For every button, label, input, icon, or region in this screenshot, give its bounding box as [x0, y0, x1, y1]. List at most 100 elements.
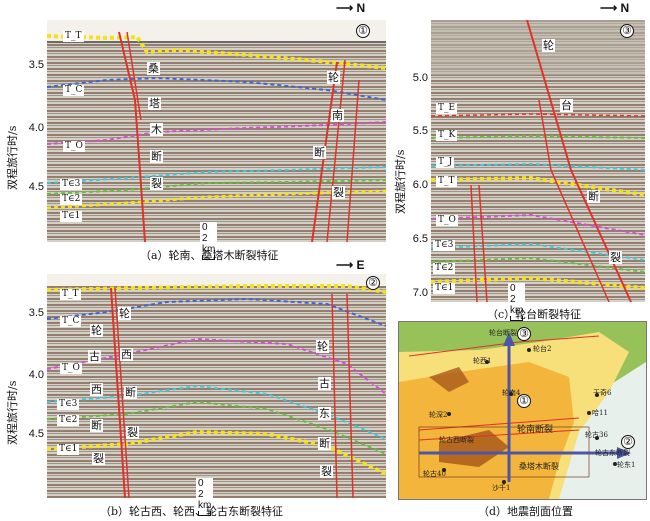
panel-b-fault-lungudong [331, 293, 338, 498]
panel-d-section-label: ③ [517, 327, 531, 341]
panel-a-seismic-svg [47, 20, 386, 242]
panel-b-fault-label: 西 [90, 383, 103, 396]
panel-c-scale-bar: 0 2 km [508, 283, 526, 321]
panel-b-horizon-tc [47, 297, 386, 327]
panel-c-tick: 6.0 [412, 179, 428, 191]
panel-d-well-label: 轮东1 [617, 461, 636, 469]
panel-a-scale-text: 0 2 km [202, 222, 216, 255]
panel-d-location-map: 轮台2 轮西1 轮南4 于奇6 哈11 轮深2 轮古36 轮古40 轮东1 沙千… [398, 321, 647, 500]
panel-b-fault-lungudong-branch [346, 293, 354, 498]
panel-a-tick: 3.5 [28, 59, 44, 71]
panel-c-horizon-label: T∈1 [433, 283, 456, 294]
panel-b-fault-label: 断 [90, 419, 103, 432]
panel-a-caption: （a）轮南、桑塔木断裂特征 [140, 249, 279, 262]
panel-c-fault-luntai-branch [538, 99, 610, 302]
panel-b-tick: 4.0 [28, 369, 44, 381]
panel-a-horizon-label: T∈1 [60, 211, 83, 222]
panel-c-horizon-label: T∈3 [433, 240, 456, 251]
panel-a-fault-label: 木 [150, 123, 163, 136]
panel-a-fault-lunnan-branch [346, 79, 360, 242]
panel-a-section-number: ① [356, 24, 370, 38]
panel-d-well-label: 轮西1 [473, 357, 492, 365]
panel-d-well-label: 于奇6 [593, 389, 612, 397]
panel-a-horizon-label: T_O [63, 141, 85, 152]
panel-b-tick: 3.5 [28, 307, 44, 319]
panel-d-high-area [429, 367, 469, 392]
panel-b-horizon-label: T_T [60, 289, 81, 300]
panel-d-well-dot [613, 462, 617, 466]
panel-c-horizon-label: T_K [436, 130, 458, 141]
panel-b-horizon-label: T∈3 [57, 399, 80, 410]
panel-c-horizon-te2 [431, 256, 645, 273]
panel-d-fault-name: 轮台断裂 [489, 329, 517, 337]
panel-a-horizon-te1 [47, 189, 386, 210]
panel-a-fault-label: 桑 [147, 62, 160, 75]
panel-d-section-3-arrow [503, 332, 515, 346]
panel-d-fault-name: 轮古东断裂 [595, 449, 630, 457]
panel-a-fault-label: 裂 [332, 186, 345, 199]
panel-c-horizon-label: T_O [436, 215, 458, 226]
panel-c-horizon-tt [431, 175, 645, 197]
panel-b-scale-bar: 0 2 km [196, 478, 214, 516]
panel-d-well-label: 沙千1 [492, 484, 511, 492]
panel-b-fault-label: 东 [318, 407, 331, 420]
panel-a-fault-label: 塔 [148, 97, 161, 110]
panel-b-fault-label: 西 [120, 348, 133, 361]
panel-d-caption: （d）地震剖面位置 [478, 505, 574, 518]
panel-d-well-label: 哈11 [592, 409, 608, 417]
panel-a-horizon-label: T∈2 [60, 194, 83, 205]
panel-b-fault-label: 古 [318, 377, 331, 390]
panel-c-horizon-label: T_E [436, 103, 458, 114]
panel-b-horizon-te3 [47, 384, 386, 440]
panel-c-horizon-label: T_T [436, 176, 457, 187]
panel-d-well-dot [587, 411, 591, 415]
panel-a-fault-label: 裂 [150, 177, 163, 190]
panel-b-fault-lunguxi-branch [114, 287, 130, 498]
panel-d-well-dot [595, 393, 599, 397]
panel-c-horizon-to [431, 213, 645, 236]
panel-a-tick: 4.0 [28, 122, 44, 134]
panel-b-fault-label: 断 [124, 386, 137, 399]
panel-c-tick: 6.5 [412, 233, 428, 245]
panel-b-tick: 4.5 [28, 428, 44, 440]
panel-c-direction: N [620, 1, 630, 15]
panel-b-horizon-label: T_C [60, 316, 82, 327]
panel-a-y-axis-label: 双程旅行时/s [6, 125, 19, 190]
panel-d-well-dot [485, 360, 489, 364]
panel-a-fault-label: 断 [313, 146, 326, 159]
panel-a-horizon-to [47, 121, 386, 145]
panel-d-well-label: 轮古40 [423, 470, 446, 478]
panel-c-section-number: ③ [620, 24, 634, 38]
panel-a-horizon-label: T_C [63, 85, 85, 96]
panel-b-caption: （b）轮古西、轮西、轮古东断裂特征 [100, 505, 284, 518]
panel-b-fault-lunguxi [110, 287, 126, 498]
panel-b-direction: E [356, 258, 365, 272]
panel-a-north-arrow: ⟶ N [336, 1, 366, 15]
panel-b-horizon-te2 [47, 400, 386, 455]
panel-b-horizon-label: T∈2 [57, 415, 80, 426]
panel-c-caption: （c）轮台断裂特征 [487, 308, 582, 321]
panel-d-map-svg [399, 322, 646, 499]
panel-b-horizon-te1 [47, 429, 386, 476]
panel-c-tick: 7.0 [412, 287, 428, 299]
panel-d-section-2-arrow [617, 447, 631, 459]
panel-d-uplift-area [399, 362, 574, 499]
panel-b-horizon-label: T∈1 [57, 444, 80, 455]
panel-d-fault-line [418, 417, 580, 431]
panel-a-fault-label: 断 [150, 150, 163, 163]
panel-d-well-label: 轮深2 [429, 411, 448, 419]
panel-c-fault-label: 台 [560, 99, 573, 112]
panel-d-fault-name: 轮古西断裂 [439, 436, 474, 444]
panel-c-horizon-label: T∈2 [433, 263, 456, 274]
panel-b-section-number: ② [366, 276, 380, 290]
panel-b-horizon-label: T_O [60, 363, 82, 374]
panel-c-fault-minor [470, 184, 478, 302]
panel-c-fault-label: 轮 [542, 39, 555, 52]
panel-b-fault-label: 轮 [316, 340, 329, 353]
panel-a-scale-bar: 0 2 km [200, 222, 218, 260]
panel-d-well-label: 轮古36 [585, 431, 608, 439]
panel-a-fault-label: 轮 [327, 71, 340, 84]
panel-b-scale-text: 0 2 km [198, 478, 212, 511]
panel-d-well-dot [527, 348, 531, 352]
panel-b-east-arrow: ⟶ E [336, 258, 365, 272]
